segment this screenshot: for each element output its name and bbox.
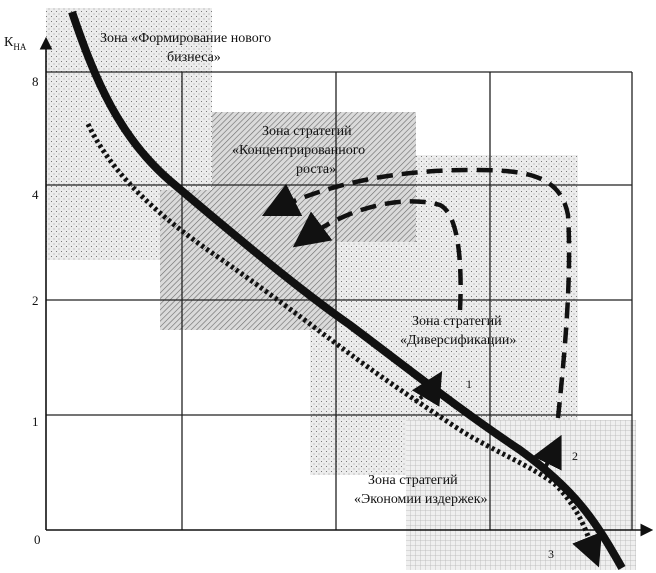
y-tick-1: 1 bbox=[32, 414, 39, 429]
zone-cost-economy-label: Зона стратегий «Экономии издержек» bbox=[354, 473, 488, 507]
dashed-path-outer bbox=[261, 167, 572, 419]
dotted-arrow-3 bbox=[572, 531, 602, 568]
zone-new-business-label: Зона «Формирование нового бизнеса» bbox=[100, 31, 275, 65]
dotted-arrow-1 bbox=[411, 371, 443, 407]
zone-concentrated-label: Зона стратегий «Концентрированного роста… bbox=[232, 124, 369, 177]
path-label-3: 3 bbox=[548, 547, 554, 561]
y-tick-0: 0 bbox=[34, 532, 41, 547]
grid bbox=[46, 71, 633, 530]
y-tick-8: 8 bbox=[32, 74, 39, 89]
y-tick-2: 2 bbox=[32, 293, 39, 308]
dotted-curve bbox=[85, 122, 595, 549]
path-label-1: 1 bbox=[466, 377, 472, 391]
zone-concentrated-area-diagonal bbox=[160, 190, 336, 330]
y-tick-4: 4 bbox=[32, 187, 39, 202]
dashed-path-inner bbox=[292, 199, 463, 311]
axes bbox=[39, 36, 654, 537]
main-curve bbox=[68, 10, 626, 570]
zone-diversification-label: Зона стратегий «Диверсификации» bbox=[400, 314, 516, 348]
y-axis-label: КНА bbox=[4, 35, 27, 52]
zone-backgrounds bbox=[46, 8, 636, 570]
path-label-2: 2 bbox=[572, 449, 578, 463]
dashed-arrow-2 bbox=[532, 434, 562, 471]
